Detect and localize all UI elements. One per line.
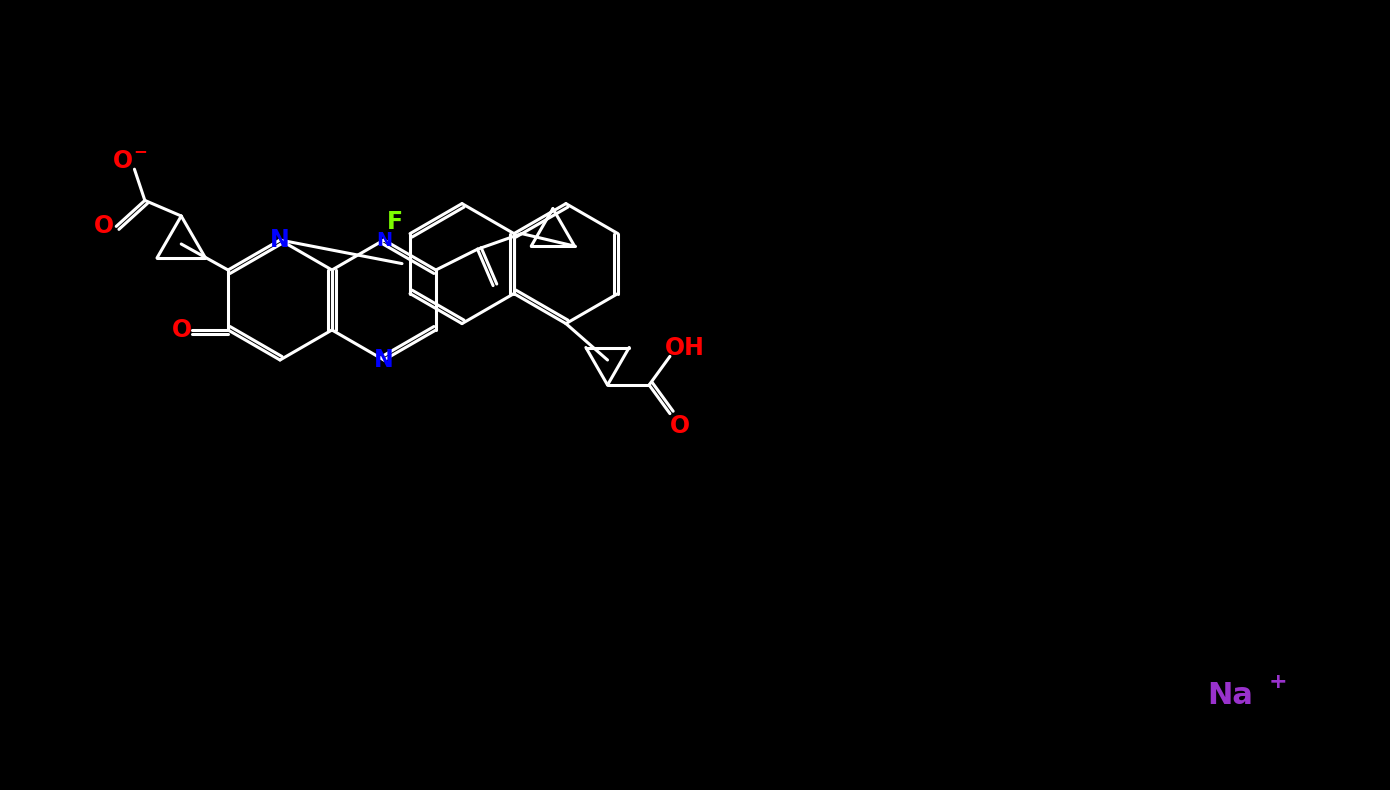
- Text: Na: Na: [1207, 680, 1252, 709]
- Text: O: O: [95, 214, 114, 239]
- Text: N: N: [375, 231, 392, 250]
- Text: +: +: [1269, 672, 1287, 692]
- Text: O: O: [670, 414, 689, 438]
- Text: −: −: [133, 142, 147, 160]
- Text: F: F: [386, 209, 403, 234]
- Text: N: N: [374, 348, 393, 372]
- Text: O: O: [113, 149, 132, 173]
- Text: O: O: [171, 318, 192, 342]
- Text: N: N: [270, 228, 291, 252]
- Text: OH: OH: [664, 337, 705, 360]
